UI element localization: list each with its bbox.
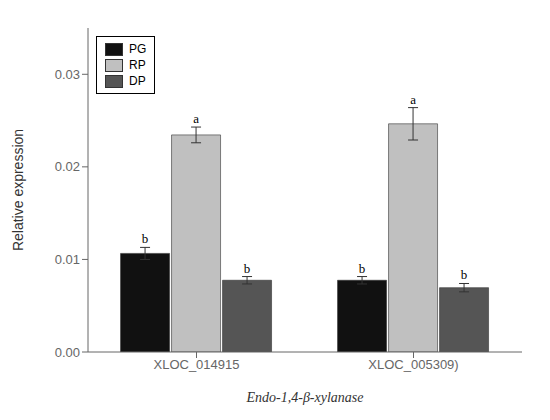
svg-text:a: a [193, 111, 199, 126]
html-text:PG: PG [129, 42, 147, 56]
svg-text:0.02: 0.02 [55, 159, 80, 174]
svg-text:XLOC_005309): XLOC_005309) [368, 357, 458, 372]
svg-text:b: b [142, 231, 149, 246]
svg-text:Relative expression: Relative expression [10, 129, 26, 251]
svg-text:0.03: 0.03 [55, 67, 80, 82]
svg-text:b: b [359, 261, 366, 276]
svg-text:b: b [461, 267, 468, 282]
html-text:RP: RP [129, 58, 146, 72]
svg-text:0.01: 0.01 [55, 252, 80, 267]
svg-text:b: b [244, 261, 251, 276]
html-text:DP: DP [129, 74, 146, 88]
svg-text:0.00: 0.00 [55, 345, 80, 360]
svg-text:XLOC_014915: XLOC_014915 [153, 357, 239, 372]
svg-text:Endo-1,4-β-xylanase: Endo-1,4-β-xylanase [246, 390, 364, 405]
svg-text:a: a [410, 92, 416, 107]
